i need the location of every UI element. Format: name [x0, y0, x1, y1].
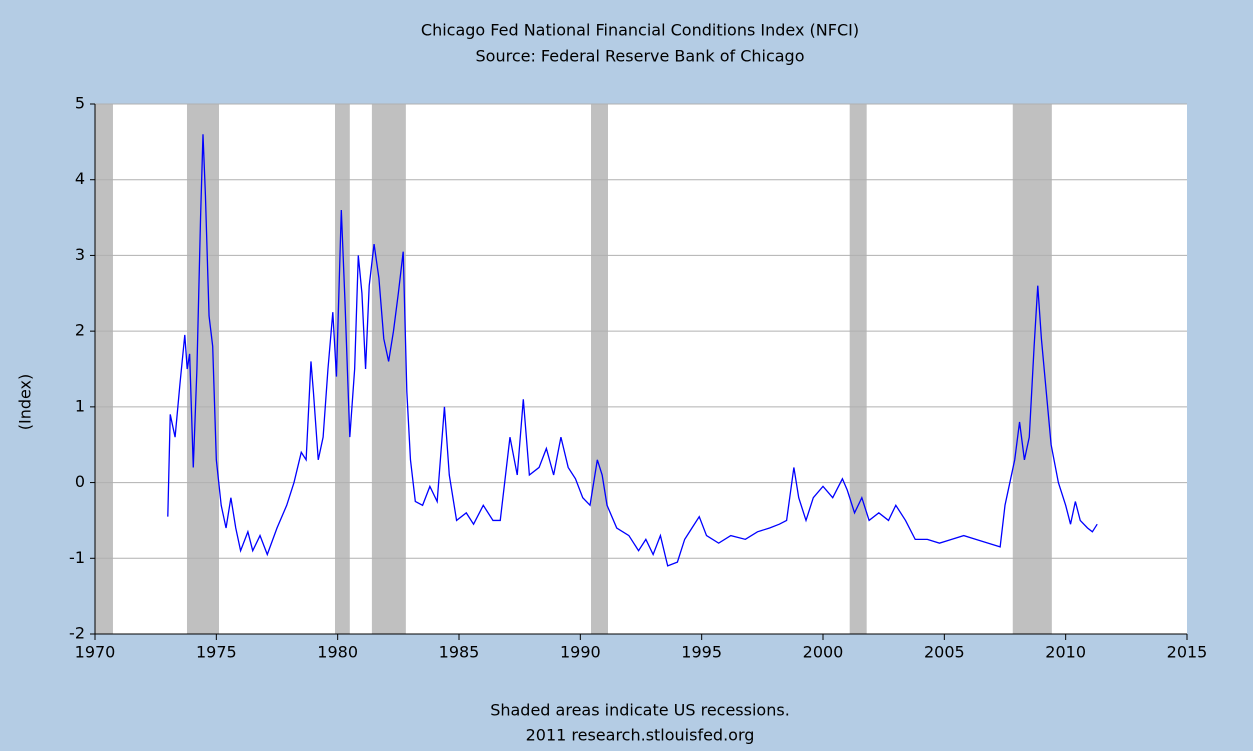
y-tick-label: 2 — [75, 321, 85, 340]
y-tick-label: -2 — [69, 624, 85, 643]
recession-shade — [591, 104, 608, 634]
data-line — [167, 134, 1098, 567]
credit: 2011 research.stlouisfed.org — [526, 726, 755, 745]
note: Shaded areas indicate US recessions. — [490, 701, 790, 720]
recession-shade — [371, 104, 406, 634]
plot-area — [95, 104, 1187, 634]
y-axis-label: (Index) — [16, 374, 35, 431]
x-tick-label: 1975 — [196, 643, 237, 662]
x-tick-label: 1980 — [317, 643, 358, 662]
x-tick-label: 1970 — [75, 643, 116, 662]
x-tick-label: 2010 — [1045, 643, 1086, 662]
y-tick-label: 3 — [75, 245, 85, 264]
x-tick-label: 1990 — [560, 643, 601, 662]
recession-shade — [849, 104, 867, 634]
x-tick-label: 2005 — [924, 643, 965, 662]
recession-shade — [334, 104, 350, 634]
x-tick-label: 1985 — [439, 643, 480, 662]
recession-shade — [95, 104, 113, 634]
y-tick-label: 5 — [75, 94, 85, 113]
chart-title: Chicago Fed National Financial Condition… — [421, 21, 859, 40]
y-tick-label: -1 — [69, 548, 85, 567]
y-tick-label: 4 — [75, 169, 85, 188]
x-tick-label: 1995 — [681, 643, 722, 662]
y-tick-label: 1 — [75, 396, 85, 415]
recession-shade — [186, 104, 220, 634]
x-tick-label: 2000 — [803, 643, 844, 662]
chart-subtitle: Source: Federal Reserve Bank of Chicago — [476, 47, 805, 66]
x-tick-label: 2015 — [1167, 643, 1208, 662]
y-tick-label: 0 — [75, 472, 85, 491]
